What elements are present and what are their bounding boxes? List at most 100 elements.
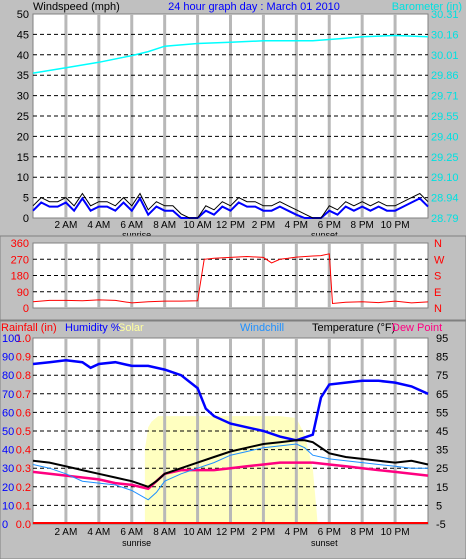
rain-y-tick: 1.0 xyxy=(16,333,31,345)
temp-y-tick: 75 xyxy=(436,370,448,382)
temp-y-tick: 55 xyxy=(436,407,448,419)
x-tick-label: 2 AM xyxy=(55,527,78,538)
temperature-line xyxy=(32,439,429,488)
rain-y-tick: 0.1 xyxy=(16,500,31,512)
legend-temperature: Temperature (°F) xyxy=(312,322,395,334)
legend-dewpoint: Dew Point xyxy=(392,322,442,334)
wind-y-tick: 5 xyxy=(23,193,29,205)
wind-y-tick: 40 xyxy=(17,50,29,62)
rain-humidity-y-axis: 0.0 0.1 0.2 0.3 0.4 0.5 0.6 0.7 0.8 0.9 1.0 0 10 20 30… xyxy=(2,333,31,531)
x-tick-label: 10 AM xyxy=(183,527,211,538)
x-tick-label: 6 PM xyxy=(318,527,341,538)
temp-y-tick: 25 xyxy=(436,463,448,475)
x-tick-label: 10 AM xyxy=(183,220,211,231)
x-tick-label: 6 AM xyxy=(120,220,143,231)
barometer-y-tick: 30.16 xyxy=(431,29,459,41)
humidity-line xyxy=(32,359,429,442)
rain-y-tick: 0.9 xyxy=(16,352,31,364)
humidity-y-tick: 0 xyxy=(2,519,8,531)
rain-y-tick: 0.8 xyxy=(16,370,31,382)
x-tick-label: 6 AM xyxy=(120,527,143,538)
temp-grid xyxy=(33,338,428,524)
barometer-y-tick: 30.31 xyxy=(431,9,459,21)
humidity-y-tick: 70 xyxy=(2,389,14,401)
wind-y-tick: 30 xyxy=(17,91,29,103)
x-tick-label: 10 PM xyxy=(381,220,410,231)
rain-y-tick: 0.3 xyxy=(16,463,31,475)
rain-y-tick: 0.7 xyxy=(16,389,31,401)
direction-compass-tick: N xyxy=(434,238,442,250)
wind-y-tick: 25 xyxy=(17,111,29,123)
windchill-line xyxy=(32,443,428,501)
direction-compass-tick: S xyxy=(434,271,441,283)
humidity-y-tick: 60 xyxy=(2,407,14,419)
wind-grid xyxy=(33,14,428,218)
rain-y-tick: 0.2 xyxy=(16,482,31,494)
dewpoint-line xyxy=(32,461,429,491)
barometer-y-tick: 28.94 xyxy=(431,193,459,205)
windspeed-axis-title: Windspeed (mph) xyxy=(33,1,120,13)
temp-y-tick: 5 xyxy=(436,500,442,512)
direction-compass-tick: N xyxy=(434,303,442,315)
x-tick-label: 2 AM xyxy=(55,220,78,231)
x-tick-label: 12 PM xyxy=(216,527,245,538)
temp-y-tick: -5 xyxy=(436,519,446,531)
wind-y-tick: 20 xyxy=(17,131,29,143)
barometer-y-axis: 28.79 28.94 29.10 29.25 29.40 29.55 29.71 29.86… xyxy=(431,9,459,225)
x-tick-label: 6 PM xyxy=(318,220,341,231)
sunrise-label: sunrise xyxy=(122,230,151,240)
direction-y-tick: 180 xyxy=(11,271,29,283)
chart-title: 24 hour graph day : March 01 2010 xyxy=(168,1,340,13)
x-tick-label: 8 PM xyxy=(350,220,373,231)
barometer-line xyxy=(32,34,429,74)
temp-y-tick: 95 xyxy=(436,333,448,345)
wind-y-tick: 35 xyxy=(17,70,29,82)
humidity-y-tick: 90 xyxy=(2,352,14,364)
legend-rainfall: Rainfall (in) xyxy=(1,322,57,334)
windspeed-line xyxy=(32,192,429,219)
wind-x-axis: 2 AM 4 AM 6 AM 8 AM 10 AM 12 PM 2 PM 4 PM 6 PM 8 … xyxy=(55,220,410,240)
rain-y-tick: 0.4 xyxy=(16,445,31,457)
temp-series xyxy=(32,359,429,524)
wind-y-tick: 10 xyxy=(17,172,29,184)
humidity-y-tick: 30 xyxy=(2,463,14,475)
temp-y-tick: 35 xyxy=(436,445,448,457)
x-tick-label: 12 PM xyxy=(216,220,245,231)
x-tick-label: 2 PM xyxy=(252,220,275,231)
temp-x-axis: 2 AM 4 AM 6 AM 8 AM 10 AM 12 PM 2 PM 4 PM 6 PM 8 … xyxy=(55,527,410,548)
wind-y-tick: 50 xyxy=(17,9,29,21)
rain-y-tick: 0.6 xyxy=(16,407,31,419)
x-tick-label: 4 PM xyxy=(285,220,308,231)
x-tick-label: 8 AM xyxy=(153,527,176,538)
wind-direction-line xyxy=(32,253,429,305)
legend-windchill: Windchill xyxy=(240,322,284,334)
barometer-y-tick: 29.55 xyxy=(431,111,459,123)
wind-y-axis: 0 5 10 15 20 25 30 35 40 45 50 xyxy=(17,9,29,225)
x-tick-label: 10 PM xyxy=(381,527,410,538)
humidity-y-tick: 10 xyxy=(2,500,14,512)
x-tick-label: 4 AM xyxy=(87,220,110,231)
wind-series xyxy=(32,34,429,219)
barometer-y-tick: 29.25 xyxy=(431,152,459,164)
direction-compass-tick: W xyxy=(434,254,445,266)
x-tick-label: 4 PM xyxy=(285,527,308,538)
x-tick-label: 4 AM xyxy=(87,527,110,538)
sunrise-label: sunrise xyxy=(122,538,151,548)
temp-y-axis: -5 5 15 25 35 45 55 65 75 85 95 xyxy=(436,333,448,531)
x-tick-label: 2 PM xyxy=(252,527,275,538)
barometer-y-tick: 29.86 xyxy=(431,70,459,82)
wind-y-tick: 15 xyxy=(17,152,29,164)
legend-solar: Solar xyxy=(118,322,144,334)
sunset-label: sunset xyxy=(311,230,338,240)
rain-y-tick: 0.0 xyxy=(16,519,31,531)
rain-y-tick: 0.5 xyxy=(16,426,31,438)
temp-y-tick: 15 xyxy=(436,482,448,494)
barometer-y-tick: 28.79 xyxy=(431,213,459,225)
humidity-y-tick: 20 xyxy=(2,482,14,494)
wind-y-tick: 45 xyxy=(17,29,29,41)
x-tick-label: 8 PM xyxy=(350,527,373,538)
barometer-y-tick: 29.71 xyxy=(431,91,459,103)
wind-y-tick: 0 xyxy=(23,213,29,225)
